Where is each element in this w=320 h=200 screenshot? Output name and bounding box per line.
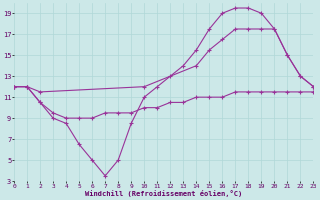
X-axis label: Windchill (Refroidissement éolien,°C): Windchill (Refroidissement éolien,°C) — [85, 190, 242, 197]
